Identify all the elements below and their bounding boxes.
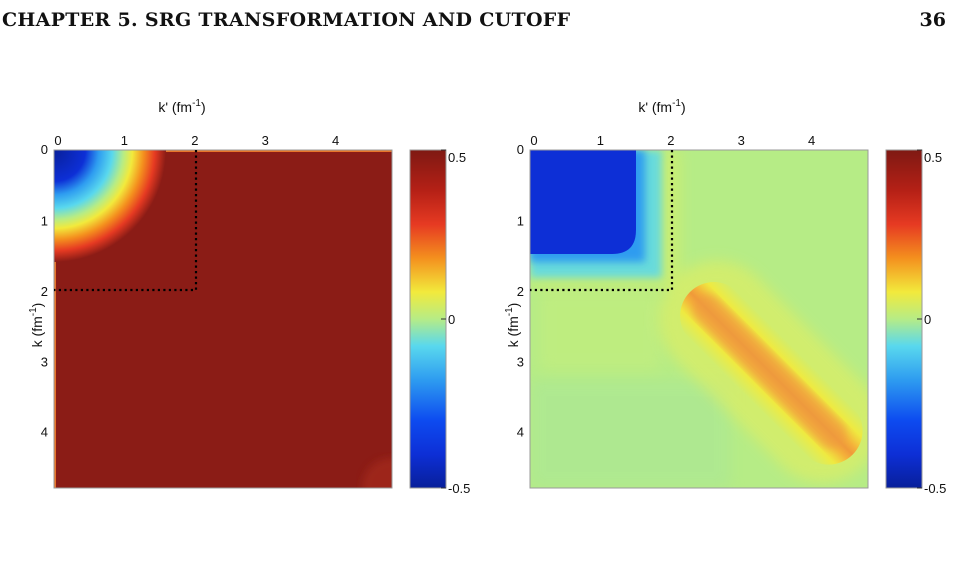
left-colorbar-tick-label: -0.5	[448, 481, 470, 496]
page-number: 36	[919, 9, 946, 31]
left-y-tick-label: 4	[41, 425, 48, 440]
page-header: CHAPTER 5. SRG TRANSFORMATION AND CUTOFF…	[0, 0, 954, 60]
left-y-tick-label: 3	[41, 354, 48, 369]
left-x-tick-label: 2	[191, 133, 198, 148]
left-colorbar-ticks: 0.5 0 -0.5	[441, 149, 470, 496]
right-y-tick-label: 0	[517, 142, 524, 157]
right-x-tick-label: 1	[597, 133, 604, 148]
right-heatmap	[529, 149, 869, 489]
left-low-momentum-region	[54, 150, 166, 262]
left-x-tick-label: 4	[332, 133, 339, 148]
right-x-tick-label: 0	[530, 133, 537, 148]
left-x-ticks: 0 1 2 3 4	[54, 133, 339, 148]
left-x-tick-label: 3	[262, 133, 269, 148]
right-y-tick-label: 1	[517, 213, 524, 228]
right-x-tick-label: 3	[738, 133, 745, 148]
left-colorbar: 0.5 0 -0.5	[409, 149, 470, 496]
right-diagonal-band	[658, 260, 868, 483]
right-y-tick-label: 4	[517, 425, 524, 440]
right-colorbar-ticks: 0.5 0 -0.5	[917, 149, 946, 496]
right-y-tick-label: 3	[517, 354, 524, 369]
left-y-tick-label: 0	[41, 142, 48, 157]
right-x-ticks: 0 1 2 3 4	[530, 133, 815, 148]
left-colorbar-tick-label: 0.5	[448, 150, 466, 165]
right-colorbar-tick-label: 0	[924, 312, 931, 327]
left-y-tick-label: 2	[41, 284, 48, 299]
chapter-title: CHAPTER 5. SRG TRANSFORMATION AND CUTOFF	[2, 9, 571, 31]
left-x-tick-label: 0	[54, 133, 61, 148]
right-x-tick-label: 2	[667, 133, 674, 148]
right-y-ticks: 0 1 2 3 4	[517, 142, 524, 440]
left-colorbar-tick-label: 0	[448, 312, 455, 327]
right-y-tick-label: 2	[517, 284, 524, 299]
right-y-axis-title: k (fm-1)	[504, 303, 521, 348]
right-low-momentum-region	[530, 150, 662, 278]
left-heatmap	[53, 149, 393, 489]
left-x-tick-label: 1	[121, 133, 128, 148]
right-colorbar-tick-label: 0.5	[924, 150, 942, 165]
right-x-tick-label: 4	[808, 133, 815, 148]
right-colorbar: 0.5 0 -0.5	[885, 149, 946, 496]
left-y-tick-label: 1	[41, 213, 48, 228]
left-y-ticks: 0 1 2 3 4	[41, 142, 48, 440]
left-y-axis-title: k (fm-1)	[28, 303, 45, 348]
left-x-axis-title: k' (fm-1)	[158, 98, 205, 115]
right-colorbar-tick-label: -0.5	[924, 481, 946, 496]
right-x-axis-title: k' (fm-1)	[638, 98, 685, 115]
